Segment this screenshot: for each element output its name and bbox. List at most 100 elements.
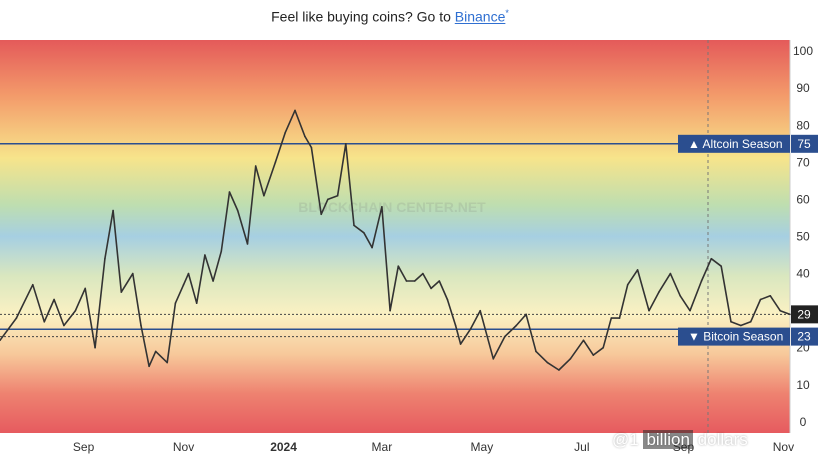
series-point — [700, 280, 703, 282]
series-point — [212, 280, 214, 282]
series-point — [254, 165, 257, 167]
series-point — [720, 265, 722, 267]
x-tick-label: May — [471, 440, 494, 454]
y-tick-label: 80 — [796, 118, 810, 132]
series-point — [294, 109, 296, 112]
series-point — [759, 298, 762, 301]
series-point — [582, 339, 585, 342]
series-point — [515, 324, 518, 327]
plot-background — [0, 40, 790, 433]
series-point — [610, 317, 613, 319]
series-point — [569, 358, 572, 360]
binance-link[interactable]: Binance — [454, 8, 506, 25]
series-point — [546, 361, 549, 364]
series-point — [148, 365, 150, 368]
y-tick-label: 0 — [800, 415, 807, 429]
series-point — [195, 302, 198, 305]
external-link-icon: * — [505, 8, 509, 18]
x-tick-label: 2024 — [270, 440, 297, 454]
reference-tag-label-0: ▲ Altcoin Season — [688, 137, 783, 151]
series-point — [228, 191, 231, 193]
series-point — [479, 309, 482, 312]
series-point — [182, 283, 185, 286]
series-point — [274, 161, 277, 164]
corner-text-2: billion — [643, 430, 693, 449]
y-tick-label: 100 — [793, 44, 813, 58]
reference-lines — [0, 143, 790, 338]
x-tick-label: Sep — [73, 440, 95, 454]
series-point — [43, 320, 46, 323]
series-point — [310, 146, 313, 149]
series-point — [438, 280, 441, 282]
series-point — [327, 198, 329, 201]
series-point — [492, 358, 495, 360]
series-point — [74, 309, 77, 312]
series-point — [112, 209, 114, 212]
series-point — [535, 350, 537, 353]
current-value-box — [791, 305, 818, 324]
promo-text: Feel like buying coins? Go to — [271, 8, 451, 25]
series-layer — [0, 109, 791, 371]
series-point — [525, 313, 527, 316]
series-point — [689, 309, 691, 312]
x-tick-label: Nov — [173, 440, 194, 454]
series-point — [740, 324, 742, 327]
series-point — [166, 361, 168, 364]
series-point — [174, 302, 177, 305]
series-point — [679, 295, 681, 297]
series-point — [15, 317, 18, 319]
marker-value-label-1: 23 — [797, 330, 811, 344]
series-point — [220, 250, 223, 253]
series-point — [769, 295, 772, 297]
series-point — [140, 324, 142, 327]
series-point — [304, 135, 306, 138]
series-point — [381, 206, 383, 208]
series-point — [618, 317, 621, 319]
axis-panel — [790, 40, 828, 433]
series-point — [658, 291, 660, 293]
series-point — [454, 324, 457, 327]
series-point — [154, 350, 157, 353]
series-point — [602, 346, 604, 349]
marker-value-box-0 — [791, 134, 818, 153]
series-point — [263, 194, 265, 197]
series-point — [504, 335, 506, 338]
series-point — [469, 328, 472, 330]
y-tick-label: 40 — [796, 267, 810, 281]
series-point — [558, 369, 560, 371]
series-point — [246, 243, 249, 245]
series-point — [104, 257, 106, 260]
promo-banner: Feel like buying coins? Go to Binance* — [0, 0, 780, 28]
x-tick-label: Mar — [372, 440, 393, 454]
x-tick-label: Jul — [574, 440, 589, 454]
marker-value-label-0: 75 — [797, 137, 811, 151]
reference-tag-0 — [678, 134, 790, 153]
series-point — [204, 254, 206, 256]
series-point — [446, 298, 449, 301]
y-tick-label: 90 — [796, 81, 810, 95]
series-point — [84, 287, 87, 290]
series-point — [749, 320, 752, 323]
series-point — [345, 143, 347, 145]
series-point — [284, 131, 286, 134]
series-point — [371, 246, 373, 249]
series-point — [236, 209, 239, 212]
series-point — [592, 354, 595, 356]
series-point — [648, 309, 650, 312]
series-point — [389, 309, 391, 312]
series-point — [430, 287, 432, 290]
y-tick-label: 10 — [796, 378, 810, 392]
marker-value-box-1 — [791, 327, 818, 346]
series-point — [422, 272, 424, 275]
series-point — [336, 194, 339, 197]
series-point — [789, 313, 791, 316]
series-point — [636, 269, 639, 271]
series-point — [31, 283, 34, 286]
series-point — [710, 257, 713, 260]
series-point — [413, 280, 416, 282]
series-point — [320, 213, 323, 216]
series-point — [397, 265, 400, 267]
series-point — [94, 346, 96, 349]
series-point — [131, 272, 134, 275]
current-value-label: 29 — [797, 307, 811, 321]
